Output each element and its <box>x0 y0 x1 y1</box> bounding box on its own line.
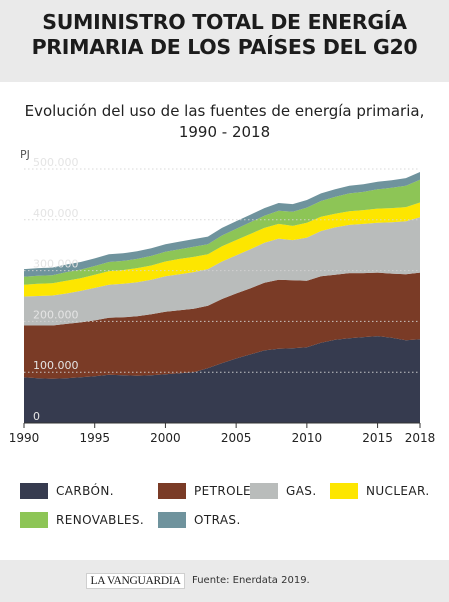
footer-band: LA VANGUARDIA Fuente: Enerdata 2019. <box>0 560 449 602</box>
legend-swatch <box>20 512 48 528</box>
legend-item-6: OTRAS. <box>158 511 241 529</box>
legend-swatch <box>20 483 48 499</box>
header-band: SUMINISTRO TOTAL DE ENERGÍA PRIMARIA DE … <box>0 0 449 82</box>
x-tick-label-1: 1990 <box>9 431 40 445</box>
legend-label: GAS. <box>286 484 317 498</box>
y-tick-label-6: 500.000 <box>33 156 79 169</box>
area-series-4 <box>24 202 420 297</box>
x-tick-label-6: 2015 <box>362 431 393 445</box>
legend-swatch <box>250 483 278 499</box>
legend-item-4: NUCLEAR. <box>330 482 430 500</box>
source-note: Fuente: Enerdata 2019. <box>192 575 310 586</box>
x-tick-label-3: 2000 <box>150 431 181 445</box>
x-tick-label-7: 2018 <box>405 431 436 445</box>
area-series-2 <box>24 272 420 379</box>
y-tick-label-2: 100.000 <box>33 359 79 372</box>
y-tick-label-5: 400.000 <box>33 207 79 220</box>
legend-label: CARBÓN. <box>56 484 114 498</box>
area-series-6 <box>24 172 420 277</box>
brand-logo: LA VANGUARDIA <box>86 573 185 589</box>
y-tick-label-1: 0 <box>33 410 40 423</box>
area-series-3 <box>24 217 420 326</box>
legend-item-3: GAS. <box>250 482 317 500</box>
y-tick-label-4: 300.000 <box>33 258 79 271</box>
title-line-1: SUMINISTRO TOTAL DE ENERGÍA <box>42 10 407 34</box>
subtitle-line-1: Evolución del uso de las fuentes de ener… <box>24 102 425 120</box>
area-series-5 <box>24 179 420 285</box>
legend-swatch <box>330 483 358 499</box>
area-series-1 <box>24 336 420 423</box>
legend-swatch <box>158 512 186 528</box>
legend-item-2: PETROLEO. <box>158 482 265 500</box>
title-line-2: PRIMARIA DE LOS PAÍSES DEL G20 <box>31 35 418 59</box>
x-tick-label-2: 1995 <box>79 431 110 445</box>
y-tick-label-3: 200.000 <box>33 308 79 321</box>
y-axis-label: PJ <box>20 148 30 161</box>
subtitle-line-2: 1990 - 2018 <box>178 123 271 141</box>
legend-item-1: CARBÓN. <box>20 482 114 500</box>
chart-subtitle: Evolución del uso de las fuentes de ener… <box>0 101 449 143</box>
legend-label: RENOVABLES. <box>56 513 145 527</box>
x-tick-label-5: 2010 <box>292 431 323 445</box>
x-tick-label-4: 2005 <box>221 431 252 445</box>
legend-item-5: RENOVABLES. <box>20 511 144 529</box>
legend-label: PETROLEO. <box>194 484 265 498</box>
legend-label: NUCLEAR. <box>366 484 430 498</box>
legend-swatch <box>158 483 186 499</box>
legend-label: OTRAS. <box>194 513 241 527</box>
chart-legend: CARBÓN. PETROLEO. GAS. NUCLEAR. RENOVABLES. O… <box>0 478 449 548</box>
page-title: SUMINISTRO TOTAL DE ENERGÍA PRIMARIA DE … <box>0 10 449 60</box>
